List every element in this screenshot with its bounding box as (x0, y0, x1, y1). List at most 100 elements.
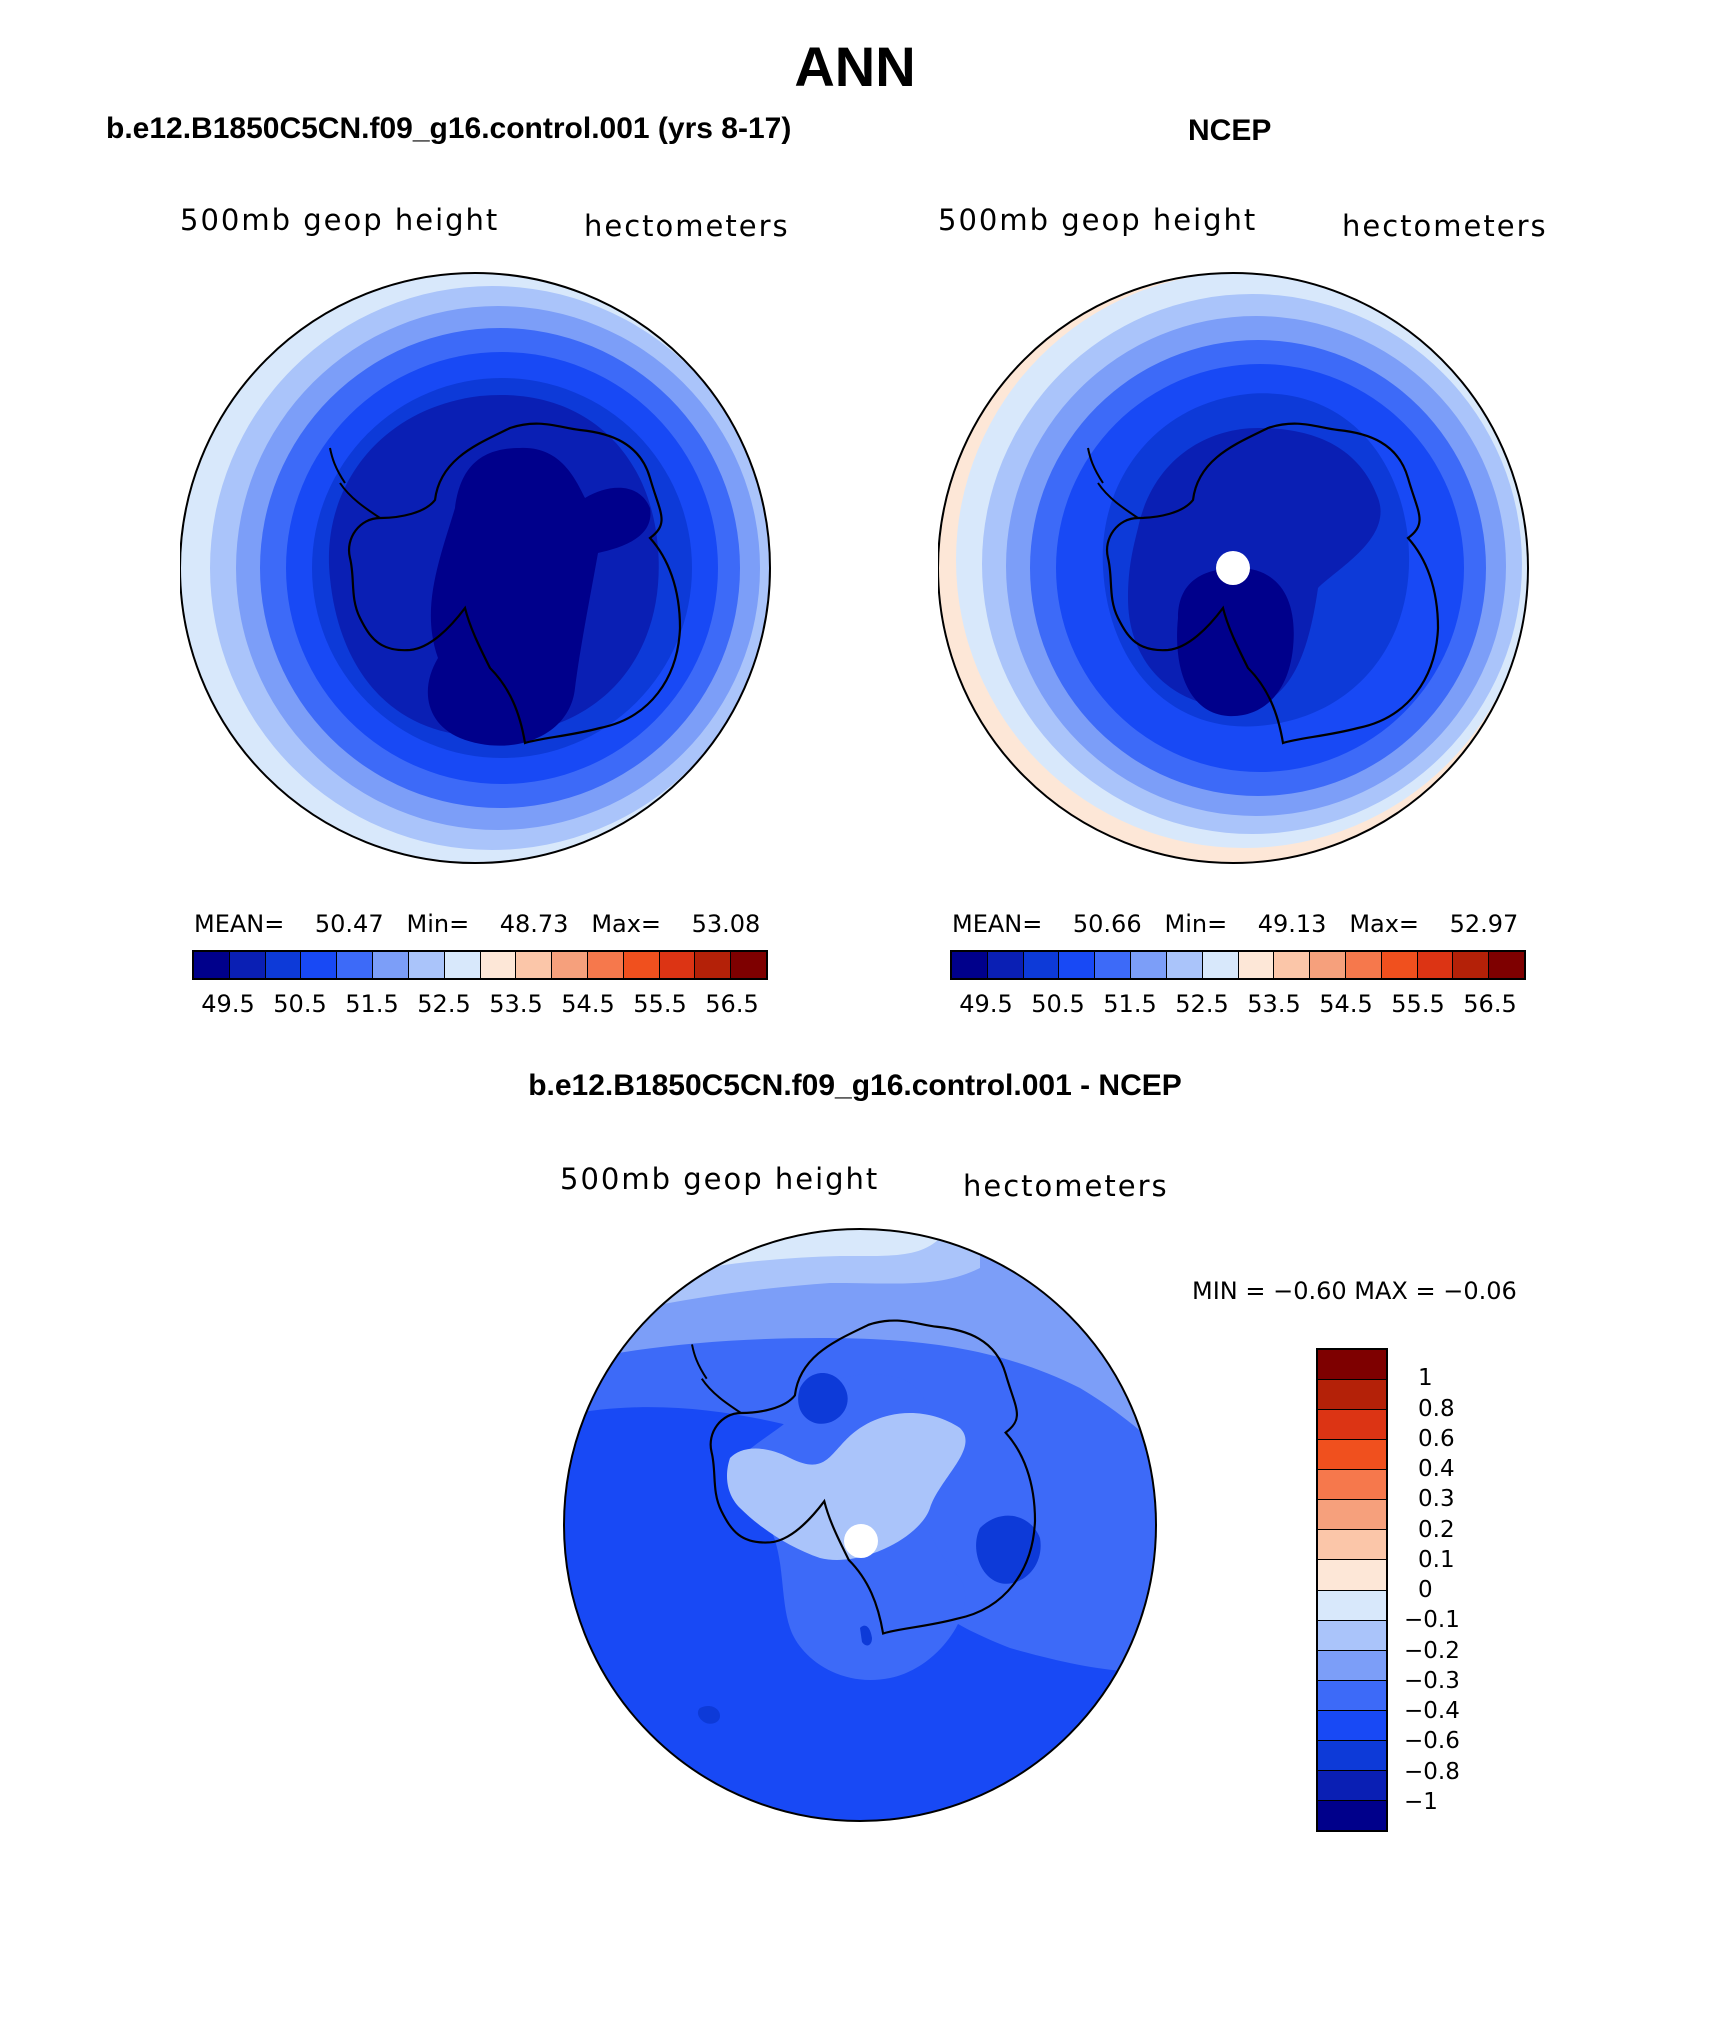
model-colorbar-swatch-8 (480, 952, 517, 978)
obs-antarctica-coastline (1105, 422, 1440, 745)
obs-colorbar-tick-label: 51.5 (1103, 990, 1157, 1018)
model-min-label: Min= (406, 910, 470, 938)
model-colorbar-swatch-12 (623, 952, 660, 978)
diff-colorbar-swatch-4 (1318, 1679, 1386, 1710)
model-mean-value: 50.47 (314, 910, 384, 938)
obs-variable-label: 500mb geop height (938, 203, 1258, 237)
model-colorbar-swatch-7 (444, 952, 481, 978)
obs-stats: MEAN= 50.66 Min= 49.13 Max= 52.97 (952, 910, 1518, 938)
obs-colorbar-swatch-1 (987, 952, 1024, 978)
diff-colorbar-tick-label: −0.4 (1404, 1698, 1460, 1724)
obs-peninsula-outline (1087, 447, 1139, 519)
obs-colorbar-tick-label: 56.5 (1463, 990, 1517, 1018)
diff-minmax: MIN = −0.60 MAX = −0.06 (1192, 1277, 1517, 1305)
model-max-label: Max= (591, 910, 662, 938)
model-colorbar-swatch-9 (516, 952, 553, 978)
model-colorbar-swatch-6 (408, 952, 445, 978)
obs-colorbar-swatch-9 (1274, 952, 1311, 978)
diff-colorbar-tick-label: 1 (1418, 1365, 1433, 1392)
diff-colorbar-tick-label: 0.4 (1418, 1456, 1455, 1482)
model-antarctica-coastline (347, 422, 682, 745)
obs-pole-mask (1216, 551, 1250, 585)
obs-colorbar-swatch-8 (1238, 952, 1275, 978)
diff-colorbar-tick-label: 0.8 (1418, 1395, 1455, 1422)
diff-colorbar-swatch-15 (1318, 1350, 1386, 1380)
obs-colorbar-tick-label: 50.5 (1031, 990, 1085, 1018)
model-colorbar-tick-label: 52.5 (417, 990, 471, 1018)
obs-colorbar-swatch-13 (1417, 952, 1454, 978)
obs-colorbar-swatch-0 (952, 952, 988, 978)
model-contour-fill (180, 273, 770, 863)
model-colorbar-swatch-1 (229, 952, 266, 978)
model-colorbar-ticks: 49.5 50.5 51.5 52.5 53.5 54.5 55.5 56.5 (192, 990, 768, 1020)
obs-max-value: 52.97 (1449, 910, 1519, 938)
obs-min-value: 49.13 (1257, 910, 1327, 938)
diff-colorbar-tick-label: 0.1 (1418, 1546, 1455, 1573)
obs-colorbar-swatch-6 (1166, 952, 1203, 978)
diff-colorbar-swatch-13 (1318, 1409, 1386, 1440)
diff-colorbar-swatch-10 (1318, 1499, 1386, 1530)
obs-colorbar-swatch-7 (1202, 952, 1239, 978)
model-colorbar-tick-label: 49.5 (201, 990, 255, 1018)
diff-polar-map (563, 1228, 1157, 1822)
obs-colorbar-tick-label: 49.5 (959, 990, 1013, 1018)
model-colorbar-swatch-13 (659, 952, 696, 978)
obs-colorbar-tick-label: 52.5 (1175, 990, 1229, 1018)
model-colorbar-tick-label: 56.5 (705, 990, 759, 1018)
obs-units-label: hectometers (1342, 209, 1548, 243)
diff-colorbar-swatch-9 (1318, 1529, 1386, 1560)
diff-colorbar-tick-label: 0.3 (1418, 1486, 1455, 1513)
model-colorbar-tick-label: 55.5 (633, 990, 687, 1018)
obs-colorbar-tick-label: 55.5 (1391, 990, 1445, 1018)
diff-colorbar-tick-label: 0.6 (1418, 1425, 1455, 1452)
obs-colorbar-swatch-15 (1489, 952, 1524, 978)
obs-colorbar (950, 950, 1526, 980)
model-colorbar-swatch-2 (265, 952, 302, 978)
obs-panel-title: NCEP (1188, 114, 1272, 147)
diff-colorbar-tick-label: 0.2 (1418, 1516, 1455, 1543)
diff-colorbar-swatch-5 (1318, 1649, 1386, 1680)
obs-max-label: Max= (1349, 910, 1420, 938)
obs-colorbar-tick-label: 54.5 (1319, 990, 1373, 1018)
model-colorbar-swatch-15 (731, 952, 766, 978)
diff-colorbar-tick-label: −0.2 (1404, 1637, 1460, 1664)
diff-colorbar-tick-label: −0.8 (1404, 1758, 1460, 1785)
diff-units-label: hectometers (963, 1169, 1169, 1203)
diff-colorbar-swatch-11 (1318, 1469, 1386, 1500)
diff-colorbar-swatch-7 (1318, 1589, 1386, 1620)
obs-mean-value: 50.66 (1072, 910, 1142, 938)
diff-colorbar-swatch-6 (1318, 1619, 1386, 1650)
diff-variable-label: 500mb geop height (560, 1162, 880, 1196)
diff-panel-title: b.e12.B1850C5CN.f09_g16.control.001 - NC… (528, 1069, 1182, 1102)
model-colorbar (192, 950, 768, 980)
obs-contour-fill (938, 273, 1528, 863)
model-mean-label: MEAN= (194, 910, 285, 938)
model-panel-title: b.e12.B1850C5CN.f09_g16.control.001 (yrs… (106, 112, 792, 145)
model-colorbar-swatch-14 (695, 952, 732, 978)
diff-map-boundary (563, 1228, 1157, 1822)
diff-colorbar-swatch-12 (1318, 1439, 1386, 1470)
obs-colorbar-swatch-12 (1381, 952, 1418, 978)
model-colorbar-swatch-5 (373, 952, 409, 978)
diff-colorbar-tick-label: −1 (1404, 1788, 1438, 1815)
obs-colorbar-swatch-3 (1059, 952, 1096, 978)
diff-colorbar-swatch-1 (1318, 1769, 1386, 1800)
diff-colorbar-swatch-14 (1318, 1379, 1386, 1410)
model-colorbar-swatch-10 (552, 952, 588, 978)
obs-min-label: Min= (1164, 910, 1228, 938)
obs-colorbar-swatch-11 (1345, 952, 1382, 978)
obs-colorbar-swatch-14 (1453, 952, 1490, 978)
model-colorbar-swatch-4 (337, 952, 374, 978)
diff-colorbar-tick-label: 0 (1418, 1577, 1433, 1603)
model-map-boundary (180, 272, 771, 864)
model-colorbar-tick-label: 53.5 (489, 990, 543, 1018)
diff-colorbar-swatch-3 (1318, 1709, 1386, 1740)
obs-colorbar-swatch-5 (1131, 952, 1167, 978)
model-polar-map (180, 272, 771, 864)
model-peninsula-outline (329, 447, 381, 519)
model-colorbar-tick-label: 51.5 (345, 990, 399, 1018)
obs-colorbar-swatch-2 (1023, 952, 1060, 978)
model-units-label: hectometers (584, 209, 790, 243)
diff-colorbar-tick-label: −0.1 (1404, 1607, 1460, 1634)
diff-colorbar-ticks: −1 −0.8 −0.6 −0.4 −0.3 −0.2 −0.1 0 0.1 0.2 0.3 0.4 0… (1404, 1348, 1504, 1832)
